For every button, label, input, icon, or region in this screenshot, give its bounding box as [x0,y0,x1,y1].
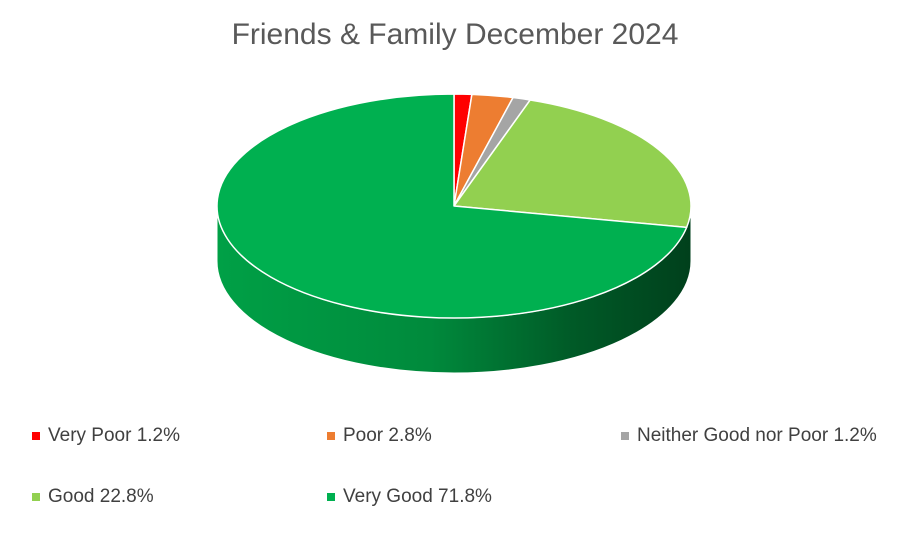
legend-swatch-good [32,493,40,501]
pie-slice-good [453,99,692,229]
legend-item-very-poor: Very Poor 1.2% [32,425,180,447]
legend-item-very-good: Very Good 71.8% [327,486,492,508]
legend-label-neither: Neither Good nor Poor 1.2% [637,425,877,446]
legend-label-good: Good 22.8% [48,486,154,507]
legend-item-neither: Neither Good nor Poor 1.2% [621,425,877,447]
pie-slice-very-good [216,93,688,319]
legend-swatch-poor [327,432,335,440]
legend-label-poor: Poor 2.8% [343,425,432,446]
legend-item-poor: Poor 2.8% [327,425,432,447]
chart-title: Friends & Family December 2024 [231,18,679,51]
legend-swatch-neither [621,432,629,440]
legend-item-good: Good 22.8% [32,486,154,508]
legend-label-very-poor: Very Poor 1.2% [48,425,181,446]
legend-swatch-very-poor [32,432,40,440]
legend-swatch-very-good [327,493,335,501]
legend-label-very-good: Very Good 71.8% [343,486,492,507]
